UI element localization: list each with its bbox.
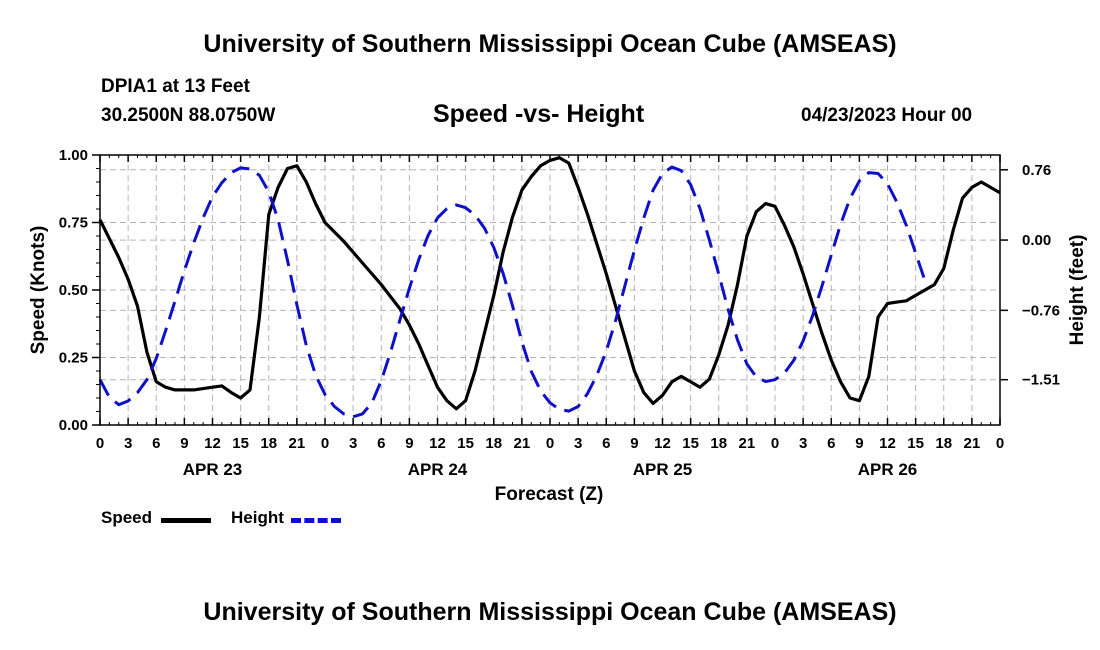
- footer-title: University of Southern Mississippi Ocean…: [203, 598, 897, 626]
- y2-tick-label: 0.00: [1022, 232, 1051, 249]
- x-tick-label: 15: [232, 435, 249, 452]
- x-tick-label: 3: [799, 435, 807, 452]
- forecast-datetime: 04/23/2023 Hour 00: [801, 105, 973, 126]
- speed-height-chart: 0 3 6 9 12 15 18 21 0 3 6 9 12 15 18 21 0 3 6 9 12 15 18 21 0 3 6 9…: [28, 147, 1088, 505]
- x-tick-label: 0: [771, 435, 779, 452]
- x-tick-label: 21: [739, 435, 756, 452]
- x-tick-label: 9: [405, 435, 413, 452]
- x-tick-label: 12: [429, 435, 446, 452]
- legend-height-label: Height: [231, 508, 284, 527]
- x-tick-label: 3: [574, 435, 582, 452]
- x-tick-label: 18: [935, 435, 952, 452]
- day-label: APR 25: [633, 460, 693, 479]
- x-tick-label: 21: [964, 435, 981, 452]
- x-tick-label: 18: [260, 435, 277, 452]
- x-tick-label: 0: [996, 435, 1004, 452]
- x-tick-label: 18: [485, 435, 502, 452]
- y-axis-label: Speed (Knots): [28, 226, 49, 355]
- legend-speed-swatch: [161, 518, 211, 523]
- speed-series-line: [98, 156, 1001, 411]
- x-tick-label: 3: [349, 435, 357, 452]
- x-tick-label: 15: [457, 435, 474, 452]
- x-tick-label: 9: [180, 435, 188, 452]
- x-tick-label: 3: [124, 435, 132, 452]
- legend-height-swatch: [291, 518, 341, 523]
- x-tick-label: 15: [682, 435, 699, 452]
- x-tick-label: 9: [630, 435, 638, 452]
- y-tick-label: 0.00: [59, 417, 88, 434]
- x-tick-label: 12: [654, 435, 671, 452]
- y-tick-label: 0.25: [59, 350, 88, 367]
- x-tick-label: 12: [879, 435, 896, 452]
- height-series-line: [98, 165, 927, 419]
- axes: 0 3 6 9 12 15 18 21 0 3 6 9 12 15 18 21 0 3 6 9 12 15 18 21 0 3 6 9…: [59, 147, 1060, 479]
- x-tick-label: 0: [321, 435, 329, 452]
- x-tick-label: 6: [152, 435, 160, 452]
- chart-title: University of Southern Mississippi Ocean…: [203, 30, 897, 58]
- y2-tick-label: 0.76: [1022, 162, 1051, 179]
- y-tick-label: 0.50: [59, 282, 88, 299]
- y-tick-label: 1.00: [59, 147, 88, 164]
- day-label: APR 24: [408, 460, 468, 479]
- x-axis-label: Forecast (Z): [495, 484, 604, 505]
- x-tick-label: 18: [710, 435, 727, 452]
- x-tick-label: 15: [907, 435, 924, 452]
- chart-subtitle: Speed -vs- Height: [433, 100, 645, 128]
- day-label: APR 26: [858, 460, 918, 479]
- x-tick-label: 21: [514, 435, 531, 452]
- x-tick-label: 12: [204, 435, 221, 452]
- x-tick-label: 21: [289, 435, 306, 452]
- series-layer: [98, 156, 1001, 419]
- day-label: APR 23: [183, 460, 243, 479]
- station-label: DPIA1 at 13 Feet: [101, 76, 250, 97]
- x-tick-label: 9: [855, 435, 863, 452]
- legend-speed-label: Speed: [101, 508, 153, 527]
- x-tick-label: 0: [96, 435, 104, 452]
- y2-tick-label: −1.51: [1022, 372, 1060, 389]
- x-tick-label: 6: [377, 435, 385, 452]
- x-tick-label: 6: [827, 435, 835, 452]
- x-tick-label: 6: [602, 435, 610, 452]
- y2-axis-label: Height (feet): [1067, 235, 1088, 346]
- coordinates-label: 30.2500N 88.0750W: [101, 105, 276, 126]
- x-tick-label: 0: [546, 435, 554, 452]
- y2-tick-label: −0.76: [1022, 302, 1060, 319]
- y-tick-label: 0.75: [59, 215, 88, 232]
